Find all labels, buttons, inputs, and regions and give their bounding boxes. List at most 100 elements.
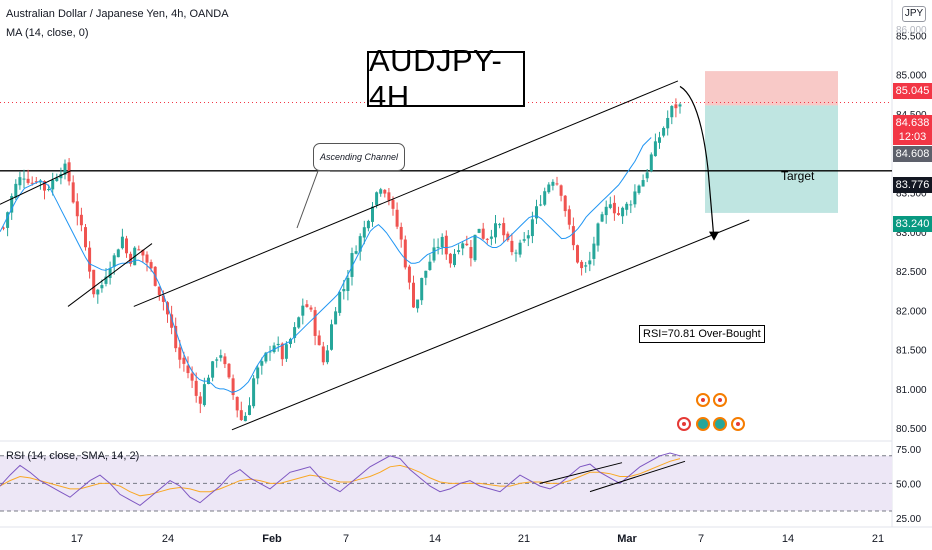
price-tick-label: 82.000 (896, 306, 927, 317)
candle-body (260, 361, 264, 366)
candle-body (47, 188, 51, 190)
candle-body (510, 240, 514, 253)
candle-body (30, 182, 34, 184)
candle-body (649, 154, 653, 171)
candle-body (469, 247, 473, 259)
alert-icon[interactable] (731, 417, 745, 431)
candle-body (239, 410, 243, 421)
candle-body (420, 277, 424, 301)
candle-body (264, 352, 268, 362)
candle-body (248, 405, 251, 415)
candle-body (272, 345, 276, 353)
candle-body (612, 202, 616, 214)
candle-body (71, 182, 75, 203)
candle-body (280, 343, 284, 360)
candle-body (539, 204, 543, 206)
candle-body (526, 235, 530, 239)
candle-body (448, 253, 452, 264)
price-tick-label: 83.500 (896, 189, 927, 200)
candle-body (346, 277, 350, 291)
price-tick-label: 85.000 (896, 71, 927, 82)
news-icon[interactable] (696, 417, 710, 431)
candle-body (551, 181, 555, 186)
news-icon[interactable] (713, 417, 727, 431)
price-tick-label: 82.500 (896, 267, 927, 278)
rsi-legend[interactable]: RSI (14, close, SMA, 14, 2) (6, 450, 140, 462)
candle-body (366, 220, 370, 229)
candle-body (334, 311, 338, 325)
ma-line (0, 137, 652, 393)
candle-body (563, 195, 567, 212)
ideas-icon[interactable] (713, 393, 727, 407)
channel-left-line (0, 170, 72, 205)
bar-countdown: 12:03 (893, 129, 932, 145)
candle-body (617, 213, 620, 215)
candle-body (453, 253, 456, 266)
take-profit-zone (705, 105, 838, 213)
channel-lower-left-line (67, 243, 153, 307)
candle-body (22, 178, 26, 180)
candle-body (362, 227, 366, 238)
channel-lower-line (231, 219, 750, 431)
candle-body (485, 238, 489, 240)
stop-price-tag: 85.045 (893, 83, 932, 99)
candle-body (559, 185, 563, 196)
chart-title-annotation: AUDJPY-4H (367, 43, 525, 114)
time-tick-label: 14 (429, 533, 441, 545)
candle-body (321, 346, 325, 363)
candle-body (543, 191, 547, 205)
candle-body (436, 246, 440, 248)
candle-body (161, 295, 165, 302)
candle-body (88, 247, 92, 272)
ma-legend[interactable]: MA (14, close, 0) (6, 27, 89, 39)
candle-body (252, 378, 256, 407)
time-tick-label: Mar (617, 533, 637, 545)
candle-body (231, 378, 235, 396)
candle-body (608, 204, 612, 208)
candle-body (576, 245, 579, 263)
candle-body (325, 350, 329, 363)
candle-body (108, 268, 112, 278)
candle-body (202, 384, 206, 406)
candle-body (18, 177, 22, 186)
symbol-legend[interactable]: Australian Dollar / Japanese Yen, 4h, OA… (6, 8, 229, 20)
time-tick-label: 17 (71, 533, 83, 545)
candle-body (129, 253, 133, 264)
candle-body (662, 127, 666, 136)
candle-body (358, 236, 362, 252)
candle-body (137, 249, 141, 251)
candle-body (653, 141, 657, 157)
candle-body (174, 325, 178, 349)
price-tick-label: 81.000 (896, 385, 927, 396)
candle-body (387, 192, 391, 201)
candle-body (14, 183, 18, 198)
time-tick-label: 14 (782, 533, 794, 545)
candle-body (432, 247, 436, 261)
candle-body (428, 261, 432, 271)
candle-body (379, 189, 383, 194)
candle-body (26, 178, 30, 183)
candle-body (600, 214, 604, 222)
candle-body (530, 219, 534, 237)
candle-body (149, 262, 153, 269)
candle-body (194, 380, 198, 396)
projection-arrowhead (709, 231, 719, 241)
level-price-tag: 83.776 (893, 177, 932, 193)
candle-body (116, 249, 120, 258)
projection-arrow (679, 85, 715, 240)
currency-badge[interactable]: JPY (902, 6, 926, 22)
candle-body (297, 317, 301, 328)
time-tick-label: Feb (262, 533, 282, 545)
candle-body (625, 203, 629, 210)
price-tick-label: 86.000 (896, 25, 927, 36)
candle-body (395, 209, 399, 227)
candle-body (571, 226, 575, 246)
candle-body (383, 189, 387, 194)
rsi-line (0, 452, 681, 507)
candle-body (522, 239, 526, 241)
last-price-tag: 84.638 (893, 115, 932, 131)
candle-body (268, 351, 272, 353)
ideas-icon[interactable] (696, 393, 710, 407)
alert-icon[interactable] (677, 417, 691, 431)
callout-pointer (296, 170, 330, 229)
